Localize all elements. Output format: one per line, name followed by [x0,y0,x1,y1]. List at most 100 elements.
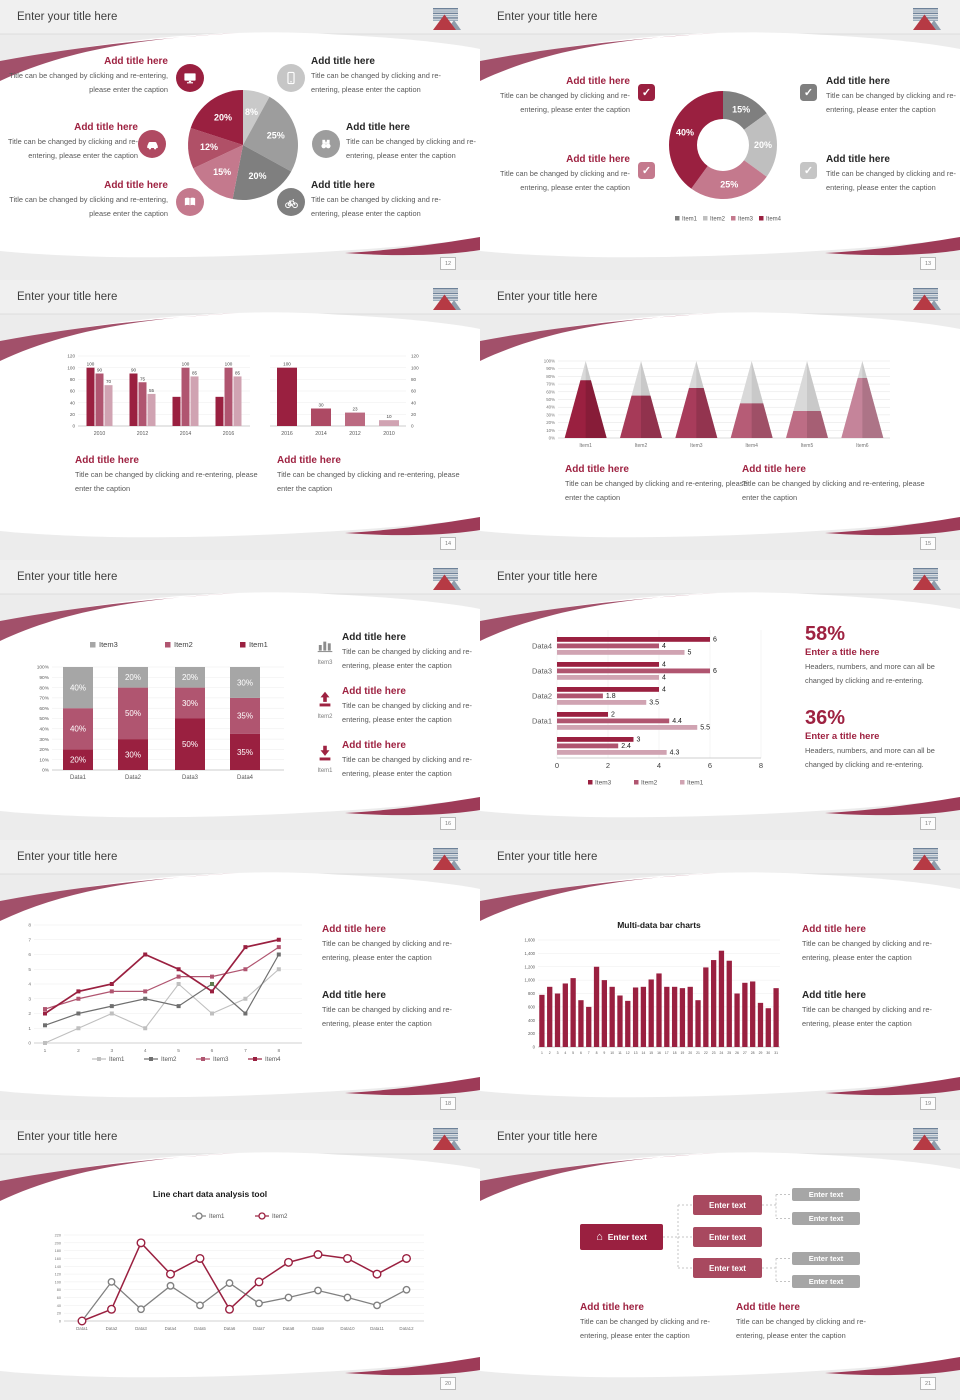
svg-text:75: 75 [140,376,146,381]
page-number: 15 [920,537,936,550]
svg-text:60: 60 [57,1296,61,1300]
svg-text:4: 4 [657,761,661,770]
svg-text:Item1: Item1 [249,640,268,649]
svg-text:25: 25 [727,1051,731,1055]
slide-page-13: Enter your title here 15% 20% 25% 40% Item1 I… [480,0,960,280]
svg-text:Data7: Data7 [253,1326,265,1331]
slide-background [480,1120,960,1400]
svg-text:80: 80 [57,1288,61,1292]
svg-text:23: 23 [352,407,358,412]
slide-title: Enter your title here [497,11,598,23]
svg-text:7: 7 [588,1051,590,1055]
svg-text:85: 85 [192,370,198,375]
slide-background [0,840,480,1120]
home-icon [596,1232,603,1243]
svg-text:11: 11 [618,1051,622,1055]
svg-text:30: 30 [766,1051,770,1055]
svg-text:60%: 60% [546,389,555,394]
svg-text:18: 18 [673,1051,677,1055]
horizontal-bar-chart: 0 2 4 6 8 Data4 6 4 5 Data3 4 6 4 Data2 4 1.8 3.5 Data1 2 4… [532,630,763,786]
svg-text:Data4: Data4 [237,775,254,781]
text-block: Add title here Title can be changed by c… [342,740,480,780]
svg-text:8: 8 [277,1048,280,1054]
svg-text:30: 30 [318,403,324,408]
svg-text:19: 19 [681,1051,685,1055]
block-caption: Title can be changed by clicking and re-… [802,939,932,962]
node-label: Enter text [808,1277,844,1286]
slide-page-20: Enter your title here 0 20 40 60 80 100 120 140… [0,1120,480,1400]
svg-text:Data3: Data3 [532,666,552,675]
block-caption: Title can be changed by clicking and re-… [500,91,630,114]
svg-text:Item1: Item1 [682,216,698,222]
svg-text:Item2: Item2 [272,1213,288,1220]
block-caption: Title can be changed by clicking and re-… [75,470,258,493]
node-label: Enter text [709,1200,746,1210]
block-caption: Title can be changed by clicking and re-… [322,939,452,962]
svg-text:8%: 8% [245,107,258,117]
svg-text:4: 4 [144,1048,147,1054]
slide-title: Enter your title here [497,291,598,303]
svg-text:70%: 70% [39,696,49,702]
diagram-node: Enter text [792,1212,860,1225]
svg-text:16: 16 [657,1051,661,1055]
svg-text:70: 70 [106,379,112,384]
text-block: Add title here Title can be changed by c… [8,56,168,96]
svg-text:100: 100 [182,362,190,367]
block-heading: Add title here [74,122,138,133]
svg-text:2016: 2016 [281,431,293,437]
svg-text:2012: 2012 [137,431,149,437]
icon-label: Item3 [317,660,333,666]
svg-text:30%: 30% [125,750,141,759]
svg-text:160: 160 [55,1257,61,1261]
svg-text:40%: 40% [70,683,86,692]
block-heading: Add title here [742,464,806,475]
page-number: 18 [440,1097,456,1110]
svg-text:30%: 30% [237,678,253,687]
svg-text:Data8: Data8 [283,1326,295,1331]
block-caption: Title can be changed by clicking and re-… [8,137,138,160]
svg-text:10%: 10% [39,757,49,763]
block-heading: Add title here [322,924,386,935]
slide-title: Enter your title here [497,571,598,583]
block-heading: Add title here [104,56,168,67]
svg-text:20: 20 [70,412,76,417]
car-icon [138,130,166,158]
slide-title: Enter your title here [17,851,118,863]
svg-text:2014: 2014 [315,431,327,437]
node-label: Enter text [808,1254,844,1263]
svg-text:80: 80 [70,377,76,382]
block-caption: Title can be changed by clicking and re-… [342,647,472,670]
diagram-node: Enter text [792,1188,860,1201]
svg-text:20%: 20% [249,171,267,181]
svg-text:40%: 40% [39,727,49,733]
svg-text:Data1: Data1 [70,775,87,781]
diagram-node: Enter text [693,1258,762,1278]
svg-text:Item1: Item1 [687,779,704,786]
svg-text:7: 7 [28,937,31,943]
svg-text:20: 20 [57,1312,61,1316]
text-block: Add title here Title can be changed by c… [277,455,462,495]
svg-text:14: 14 [641,1051,645,1055]
svg-text:Item3: Item3 [99,640,118,649]
svg-text:8: 8 [28,923,31,929]
svg-text:Data11: Data11 [370,1326,384,1331]
svg-text:0%: 0% [42,768,50,774]
svg-text:6: 6 [580,1051,582,1055]
svg-text:9: 9 [603,1051,605,1055]
stat-heading: Enter a title here [805,647,880,658]
block-heading: Add title here [826,76,890,87]
text-block: Add title here Title can be changed by c… [322,924,477,964]
text-block: Add title here Title can be changed by c… [342,632,480,672]
svg-text:6: 6 [713,668,717,675]
svg-text:85: 85 [235,370,241,375]
svg-text:4: 4 [662,643,666,650]
book-icon [176,188,204,216]
text-block: Add title here Title can be changed by c… [826,76,960,116]
download-icon: Item1 [308,744,342,774]
block-heading: Add title here [826,154,890,165]
block-caption: Title can be changed by clicking and re-… [736,1317,866,1340]
svg-text:600: 600 [528,1004,536,1009]
diagram-connectors [663,1194,792,1282]
diagram-node: Enter text [792,1275,860,1288]
svg-text:50%: 50% [39,716,49,722]
